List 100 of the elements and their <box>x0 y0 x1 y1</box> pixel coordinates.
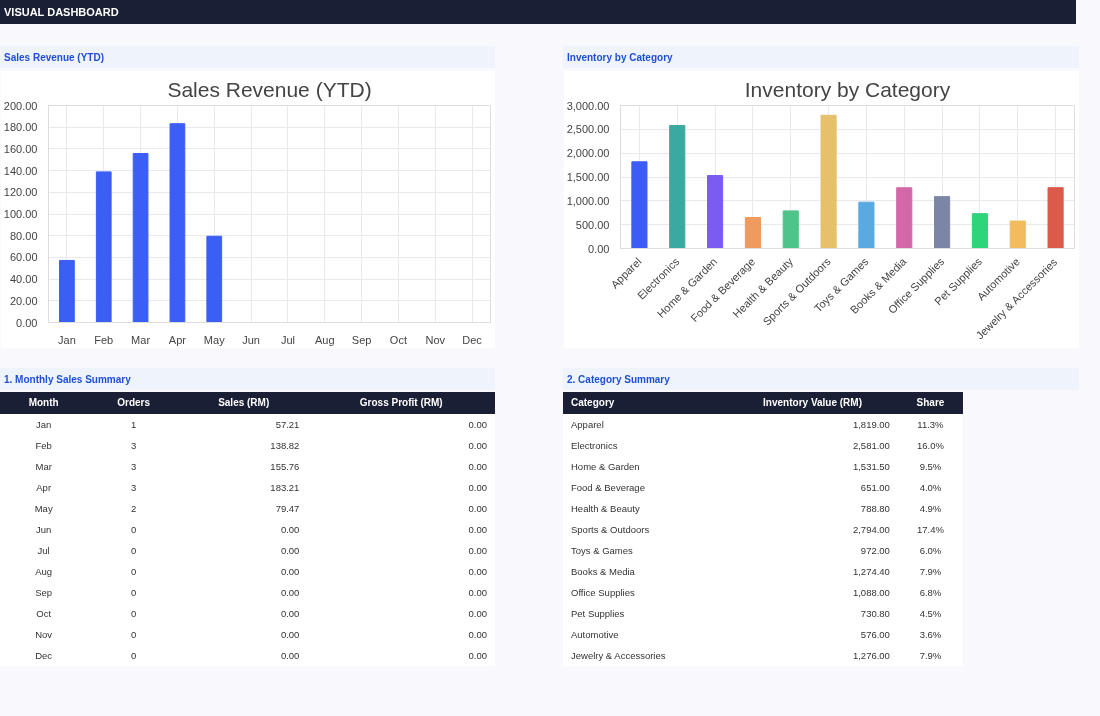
category-label: Books & Media <box>563 561 728 582</box>
category-label: Oct <box>0 603 88 624</box>
data-label: 3 <box>87 477 180 498</box>
y-tick-label: 40.00 <box>9 273 38 286</box>
y-tick-label: 120.00 <box>3 186 38 199</box>
data-label: 0.00 <box>179 582 308 603</box>
y-tick-label: 500.00 <box>575 218 610 231</box>
y-tick-label: 20.00 <box>9 294 38 307</box>
x-tick-label: Jun <box>242 333 260 346</box>
bar <box>1009 220 1026 249</box>
category-label: Jun <box>0 519 88 540</box>
y-tick-label: 0.00 <box>16 316 38 329</box>
category-label: Health & Beauty <box>563 498 728 519</box>
data-label: 0.00 <box>307 561 495 582</box>
data-label: 0 <box>87 582 180 603</box>
y-tick-label: 0.00 <box>588 242 610 255</box>
data-label: 0.00 <box>307 435 495 456</box>
data-label: 0.00 <box>307 519 495 540</box>
data-label: 79.47 <box>179 498 308 519</box>
x-tick-label: Feb <box>94 333 114 346</box>
data-label: 0.00 <box>307 540 495 561</box>
series-label: Gross Profit (RM) <box>307 392 495 414</box>
category-label: Office Supplies <box>563 582 728 603</box>
category-label: Home & Garden <box>563 456 728 477</box>
x-tick-label: Jan <box>58 333 76 346</box>
data-label: 0 <box>87 624 180 645</box>
data-label: 1,088.00 <box>727 582 898 603</box>
series-label: Orders <box>87 392 180 414</box>
x-tick-label: Dec <box>462 333 483 346</box>
data-label: 1,276.00 <box>727 645 898 666</box>
data-label: 1 <box>87 414 180 435</box>
data-label: 6.8% <box>897 582 963 603</box>
category-label: Food & Beverage <box>563 477 728 498</box>
data-label: 17.4% <box>897 519 963 540</box>
category-label: Jan <box>0 414 88 435</box>
x-tick-label: Aug <box>314 333 335 346</box>
data-label: 1,274.40 <box>727 561 898 582</box>
data-label: 0 <box>87 519 180 540</box>
category-label: Automotive <box>563 624 728 645</box>
category-label: Apparel <box>563 414 728 435</box>
y-tick-label: 2,000.00 <box>566 147 610 160</box>
y-tick-label: 200.00 <box>3 99 38 112</box>
data-label: 4.5% <box>897 603 963 624</box>
data-label: 0 <box>87 561 180 582</box>
x-tick-label: Nov <box>425 333 446 346</box>
y-tick-label: 1,000.00 <box>566 194 610 207</box>
y-tick-label: 80.00 <box>9 229 38 242</box>
data-label: 651.00 <box>727 477 898 498</box>
x-tick-label: May <box>203 333 226 346</box>
text: 2. Category Summary <box>563 368 1079 390</box>
data-label: 155.76 <box>179 456 308 477</box>
data-label: 0.00 <box>179 645 308 666</box>
chart-title: Sales Revenue (YTD) <box>167 77 372 101</box>
bar <box>95 171 112 323</box>
category-label: Pet Supplies <box>563 603 728 624</box>
data-label: 0.00 <box>307 414 495 435</box>
data-label: 730.80 <box>727 603 898 624</box>
bar <box>858 201 875 249</box>
x-tick-label: Jul <box>280 333 295 346</box>
category-label: Feb <box>0 435 88 456</box>
bar <box>631 161 648 249</box>
bar <box>669 124 686 249</box>
data-label: 0.00 <box>179 624 308 645</box>
bar <box>744 216 761 249</box>
category-label: Electronics <box>563 435 728 456</box>
category-label: Nov <box>0 624 88 645</box>
category-label: Dec <box>0 645 88 666</box>
data-label: 0.00 <box>307 603 495 624</box>
data-label: 2,794.00 <box>727 519 898 540</box>
data-label: 3 <box>87 435 180 456</box>
bar <box>59 259 75 323</box>
y-tick-label: 180.00 <box>3 121 38 134</box>
data-label: 0.00 <box>307 456 495 477</box>
data-label: 183.21 <box>179 477 308 498</box>
y-tick-label: 60.00 <box>9 251 38 264</box>
data-label: 3.6% <box>897 624 963 645</box>
data-label: 11.3% <box>897 414 963 435</box>
category-label: Apr <box>0 477 88 498</box>
data-label: 0.00 <box>179 540 308 561</box>
data-label: 138.82 <box>179 435 308 456</box>
data-label: 7.9% <box>897 645 963 666</box>
bar <box>782 210 799 249</box>
data-label: 0.00 <box>307 582 495 603</box>
data-label: 4.0% <box>897 477 963 498</box>
bar <box>896 187 913 249</box>
bar <box>132 153 149 323</box>
category-label: Mar <box>0 456 88 477</box>
data-label: 2 <box>87 498 180 519</box>
bar <box>971 213 988 249</box>
y-tick-label: 160.00 <box>3 142 38 155</box>
x-tick-label: Sep <box>351 333 372 346</box>
data-label: 9.5% <box>897 456 963 477</box>
series-label: Share <box>897 392 963 414</box>
data-label: 0.00 <box>307 477 495 498</box>
text: Category <box>563 392 728 414</box>
series-label: Sales (RM) <box>179 392 308 414</box>
data-label: 0 <box>87 540 180 561</box>
category-label: Aug <box>0 561 88 582</box>
category-label: Sep <box>0 582 88 603</box>
data-label: 0.00 <box>307 498 495 519</box>
